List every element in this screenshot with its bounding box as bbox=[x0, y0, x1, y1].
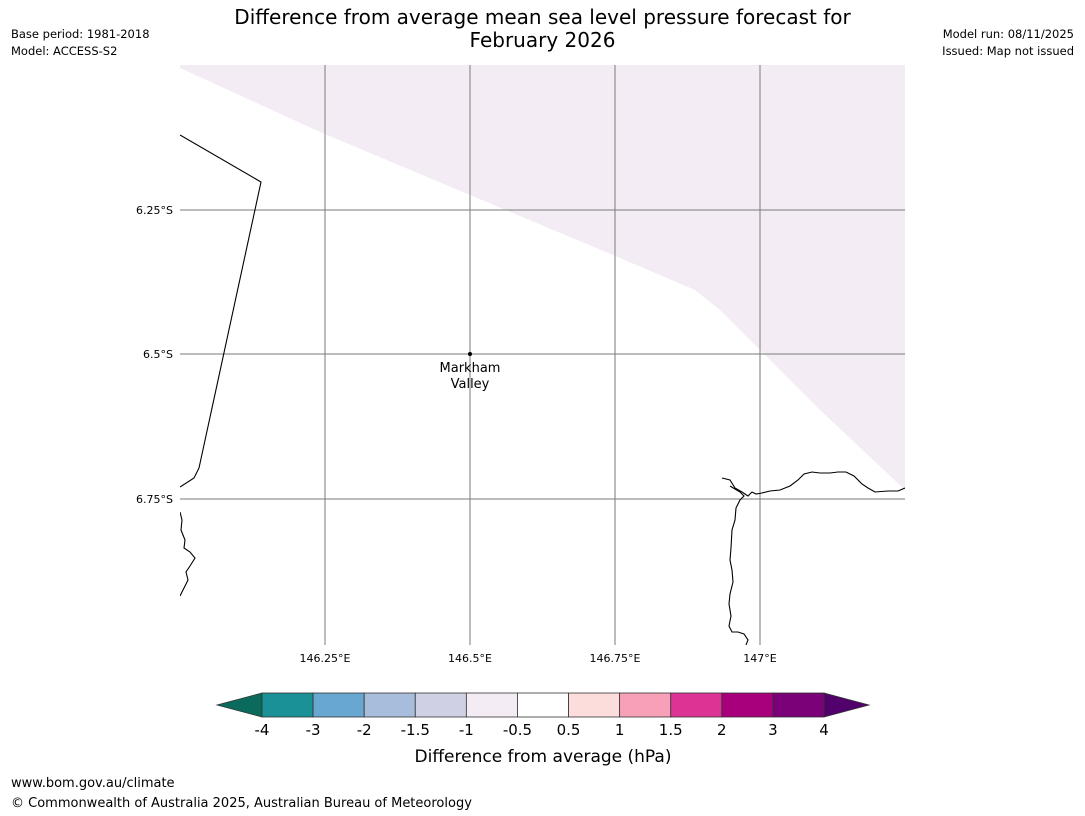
lon-label-146-5: 146.5°E bbox=[448, 652, 492, 665]
model-name: Model: ACCESS-S2 bbox=[11, 44, 118, 58]
border-line bbox=[180, 134, 262, 488]
coastline-west bbox=[180, 511, 196, 597]
colorbar-segment bbox=[568, 692, 621, 718]
pressure-region-fill bbox=[180, 65, 905, 490]
colorbar-tick-label: 0.5 bbox=[557, 721, 581, 739]
footer-copyright: © Commonwealth of Australia 2025, Austra… bbox=[11, 796, 472, 811]
base-period: Base period: 1981-2018 bbox=[11, 27, 150, 41]
map-title: Difference from average mean sea level p… bbox=[180, 6, 905, 52]
lon-label-147: 147°E bbox=[743, 652, 776, 665]
colorbar-tick-label: -0.5 bbox=[503, 721, 532, 739]
lon-label-146-75: 146.75°E bbox=[590, 652, 641, 665]
place-label-line-1: Markham bbox=[440, 361, 501, 376]
colorbar-segment bbox=[619, 692, 672, 718]
lat-label-6-5: 6.5°S bbox=[143, 348, 173, 361]
colorbar-segment bbox=[670, 692, 723, 718]
lat-label-6-25: 6.25°S bbox=[136, 204, 173, 217]
colorbar-segment bbox=[465, 692, 518, 718]
footer-url[interactable]: www.bom.gov.au/climate bbox=[11, 776, 175, 791]
colorbar-tick-label: 2 bbox=[717, 721, 727, 739]
colorbar-high-extend bbox=[823, 692, 871, 718]
colorbar-label: Difference from average (hPa) bbox=[415, 747, 672, 767]
colorbar-segment bbox=[363, 692, 416, 718]
colorbar-tick-label: 1.5 bbox=[659, 721, 683, 739]
colorbar-segment bbox=[414, 692, 467, 718]
colorbar-tick-label: -2 bbox=[357, 721, 372, 739]
colorbar-tick-label: 1 bbox=[615, 721, 625, 739]
colorbar-tick-label: 3 bbox=[768, 721, 778, 739]
lon-label-146-25: 146.25°E bbox=[300, 652, 351, 665]
colorbar-tick-label: -1 bbox=[459, 721, 474, 739]
title-line-1: Difference from average mean sea level p… bbox=[234, 5, 851, 29]
colorbar-segment bbox=[772, 692, 825, 718]
place-label-line-2: Valley bbox=[451, 377, 490, 392]
colorbar-segment bbox=[721, 692, 774, 718]
colorbar-segment bbox=[261, 692, 314, 718]
coastlines bbox=[180, 134, 905, 645]
colorbar-segments bbox=[261, 692, 825, 718]
colorbar-low-extend bbox=[215, 692, 263, 718]
colorbar-tick-label: -1.5 bbox=[401, 721, 430, 739]
title-line-2: February 2026 bbox=[469, 28, 616, 52]
colorbar-tick-label: -4 bbox=[255, 721, 270, 739]
issued-status: Issued: Map not issued bbox=[942, 44, 1074, 58]
footer: www.bom.gov.au/climate © Commonwealth of… bbox=[11, 774, 472, 814]
colorbar-segment bbox=[517, 692, 569, 718]
meta-right: Model run: 08/11/2025 Issued: Map not is… bbox=[942, 26, 1074, 60]
place-marker-dot bbox=[468, 352, 472, 356]
colorbar-tick-label: 4 bbox=[819, 721, 829, 739]
colorbar-segment bbox=[312, 692, 365, 718]
coastline-east bbox=[721, 471, 905, 497]
model-run: Model run: 08/11/2025 bbox=[942, 27, 1074, 41]
meta-left: Base period: 1981-2018 Model: ACCESS-S2 bbox=[11, 26, 150, 60]
colorbar-ticks: -4 -3 -2 -1.5 -1 -0.5 0.5 1 1.5 2 3 4 bbox=[255, 721, 829, 739]
lat-label-6-75: 6.75°S bbox=[136, 493, 173, 506]
coastline-peninsula bbox=[728, 485, 749, 645]
colorbar-tick-label: -3 bbox=[306, 721, 321, 739]
